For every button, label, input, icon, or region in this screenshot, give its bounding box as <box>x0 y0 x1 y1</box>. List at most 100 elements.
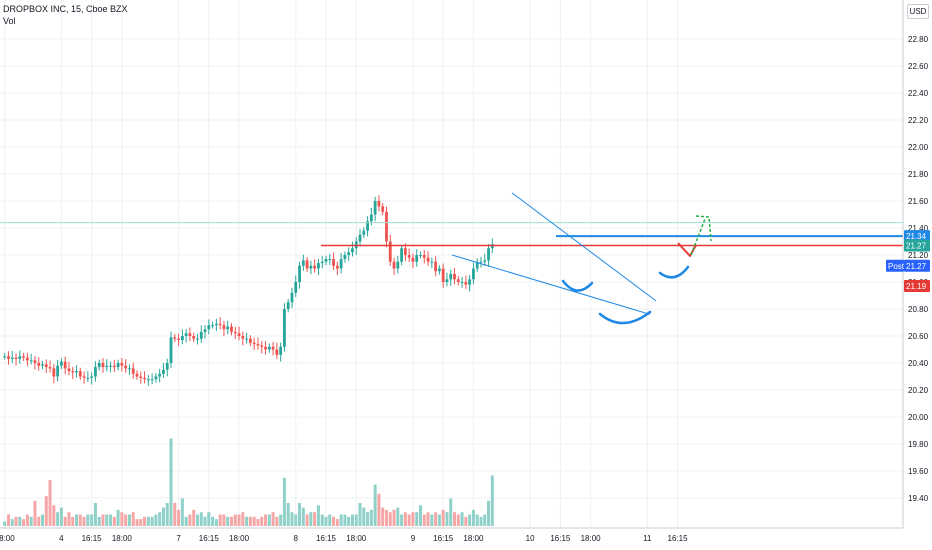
price-tick-label: 21.40 <box>908 224 929 233</box>
volume-bar <box>468 514 472 526</box>
candle-body <box>196 338 199 340</box>
volume-bar <box>203 516 207 526</box>
symbol-title[interactable]: DROPBOX INC, 15, Cboe BZX <box>3 4 128 14</box>
volume-bar <box>44 496 48 526</box>
candle-body <box>279 346 283 355</box>
volume-bar <box>112 516 116 526</box>
volume-bar <box>434 512 438 526</box>
volume-bar <box>403 512 407 526</box>
candle-body <box>188 333 192 336</box>
volume-bar <box>135 519 139 526</box>
target-price-tag <box>904 230 930 243</box>
volume-bar <box>294 514 298 526</box>
volume-bar <box>369 509 373 526</box>
candle-body <box>184 333 188 336</box>
candle-body <box>150 379 154 381</box>
volume-indicator-label[interactable]: Vol <box>3 16 16 26</box>
price-tick-label: 22.80 <box>908 35 929 44</box>
candle-body <box>173 337 177 339</box>
candle-body <box>426 257 430 262</box>
candle-body <box>139 376 143 378</box>
volume-bar <box>373 484 377 526</box>
drawn-lines <box>0 192 903 325</box>
time-tick-label: 16:15 <box>199 534 220 543</box>
candle-body <box>400 248 403 262</box>
candle-body <box>456 279 460 282</box>
candle-body <box>37 363 41 366</box>
volume-bar <box>362 507 366 526</box>
candle-body <box>415 255 419 262</box>
candle-body <box>396 261 400 269</box>
price-tick-label: 21.60 <box>908 197 929 206</box>
candle-body <box>453 273 456 280</box>
volume-bar <box>453 512 457 526</box>
last-price-tag-text: 21.27 <box>906 242 927 251</box>
time-tick-label: 18:00 <box>112 534 133 543</box>
candle-body <box>180 336 184 341</box>
candle-body <box>460 282 464 283</box>
volume-bar <box>305 514 309 526</box>
volume-bar <box>86 514 90 526</box>
volume-bar <box>33 500 37 526</box>
candle-body <box>407 255 411 258</box>
volume-bar <box>350 514 354 526</box>
volume-bar <box>180 498 184 526</box>
candle-body <box>434 261 438 272</box>
candle-body <box>271 346 275 350</box>
candle-body <box>18 356 22 359</box>
price-tick-label: 22.60 <box>908 62 929 71</box>
volume-bar <box>332 516 336 526</box>
candle-body <box>33 360 37 363</box>
candle-body <box>464 282 468 285</box>
volume-bar <box>430 514 434 526</box>
candle-body <box>29 360 33 362</box>
volume-bar <box>22 519 26 526</box>
candle-body <box>177 338 180 341</box>
candle-body <box>222 325 226 330</box>
candle-body <box>264 346 267 350</box>
time-tick-label: 16:15 <box>668 534 689 543</box>
candle-body <box>211 325 214 327</box>
volume-bar <box>169 438 173 526</box>
candle-body <box>169 337 173 363</box>
currency-button[interactable]: USD <box>907 4 929 19</box>
volume-bar <box>14 516 18 526</box>
candle-body <box>335 265 339 269</box>
volume-bar <box>165 503 169 526</box>
candle-body <box>373 201 377 215</box>
volume-bar <box>422 514 426 526</box>
wedge-lower-line <box>451 254 651 315</box>
candle-body <box>301 260 305 266</box>
candle-body <box>392 261 396 269</box>
volume-bar <box>290 512 294 526</box>
volume-bar <box>381 507 385 526</box>
volume-bar <box>445 512 449 526</box>
candle-body <box>339 259 343 269</box>
candle-body <box>207 325 211 330</box>
candle-body <box>230 326 233 332</box>
volume-bar <box>188 514 192 526</box>
volume-bar <box>256 519 260 526</box>
candle-body <box>233 331 237 334</box>
candle-body <box>86 377 90 379</box>
volume-bar <box>279 514 283 526</box>
candle-body <box>468 279 472 285</box>
volume-bar <box>286 503 290 526</box>
last-price-tag <box>904 239 930 252</box>
time-tick-label: 18:00 <box>229 534 250 543</box>
volume-bar <box>3 521 7 526</box>
candle-body <box>351 248 354 253</box>
price-tick-label: 20.60 <box>908 332 929 341</box>
candle-body <box>249 338 252 343</box>
volume-bar <box>63 516 67 526</box>
candle-body <box>135 373 139 377</box>
time-axis[interactable]: 18:00 4 16:15 18:00 7 16:15 18:00 8 16:15 18:00 9 1… <box>0 527 903 543</box>
candle-body <box>252 342 256 345</box>
volume-bar <box>358 503 362 526</box>
candle-body <box>388 241 392 262</box>
candlesticks <box>3 195 494 386</box>
candle-body <box>328 259 332 261</box>
candle-body <box>419 255 422 256</box>
candle-body <box>449 273 453 280</box>
